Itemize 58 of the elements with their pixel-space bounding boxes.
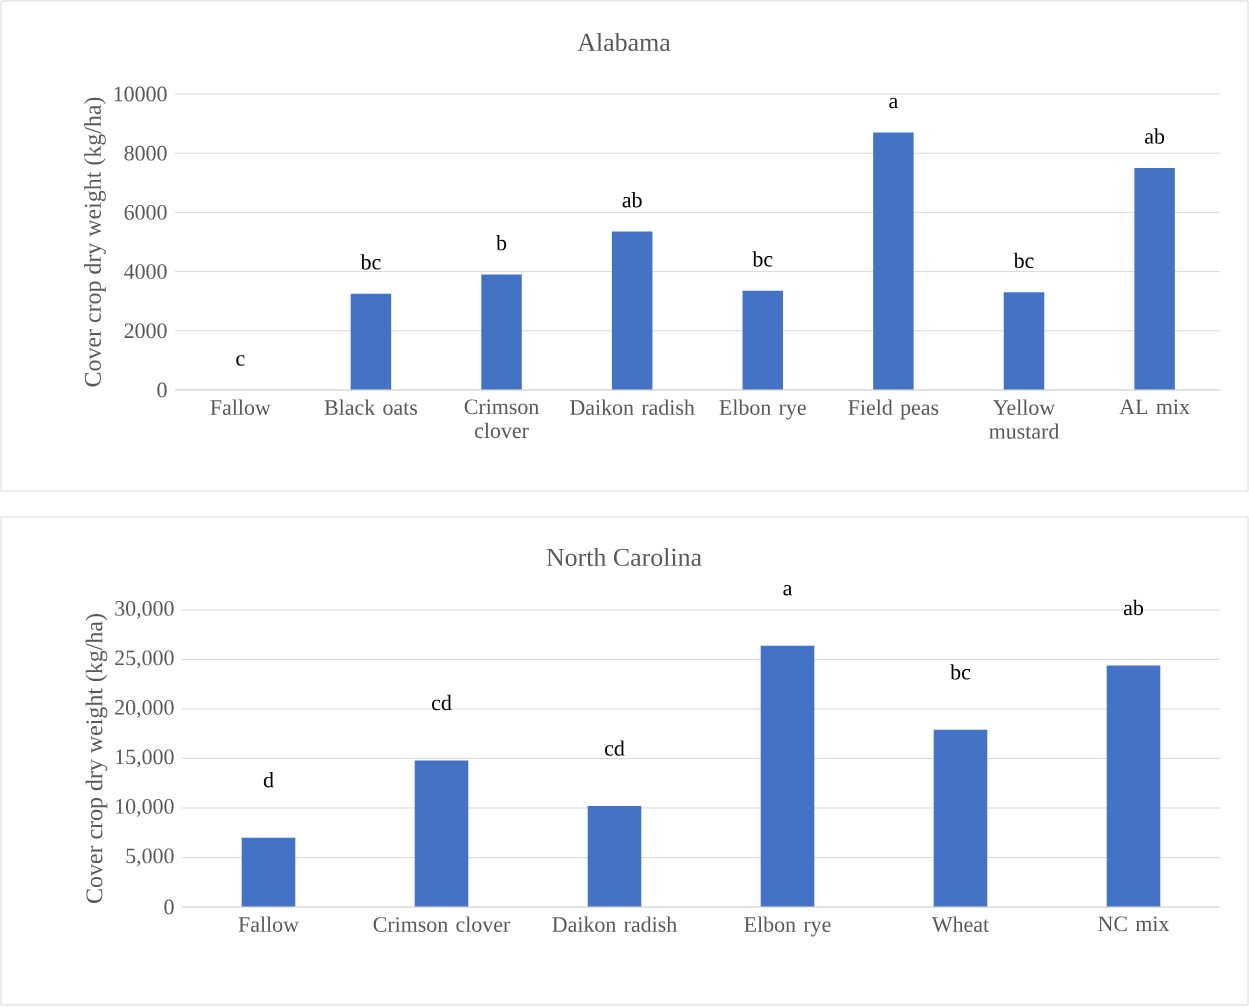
x-tick-label: NC mix [1098, 916, 1170, 932]
y-tick-label: 10,000 [116, 799, 174, 817]
y-axis-title: Cover crop dry weight (kg/ha) [84, 97, 106, 387]
annotation: a [889, 97, 898, 109]
bar [611, 231, 653, 390]
y-tick-label: 20,000 [115, 700, 174, 718]
y-tick-label: 5,000 [126, 848, 174, 867]
bar [414, 760, 469, 907]
y-tick-label: 10000 [114, 86, 167, 102]
bar [1106, 665, 1161, 907]
y-tick-label: 15,000 [116, 749, 174, 768]
bar [241, 837, 296, 907]
bar [1003, 292, 1045, 390]
x-tick-label: Field peas [848, 399, 939, 420]
bar [760, 645, 815, 907]
y-tick-label: 8000 [124, 145, 167, 161]
annotation: d [263, 772, 274, 788]
x-tick-label: Yellow mustard [989, 399, 1060, 439]
annotation: ab [1123, 599, 1144, 616]
x-tick-label: Black oats [324, 399, 418, 415]
bar [587, 806, 642, 907]
x-tick-label: Fallow [238, 916, 299, 932]
annotation: cd [604, 740, 625, 756]
annotation: bc [752, 251, 773, 267]
bar [873, 132, 914, 390]
x-tick-label: Crimson clover [373, 916, 511, 932]
x-tick-label: Wheat [931, 916, 989, 933]
x-tick-label: Elbon rye [744, 916, 831, 937]
annotation: ab [622, 192, 642, 208]
bar [742, 290, 784, 390]
annotation: cd [431, 694, 452, 711]
annotation: ab [1145, 128, 1165, 144]
bar [350, 293, 392, 390]
x-tick-label: Daikon radish [570, 399, 695, 415]
bar [481, 274, 522, 390]
y-tick-label: 0 [157, 382, 167, 398]
chart-title: North Carolina [546, 547, 702, 567]
x-tick-label: Fallow [210, 399, 271, 415]
x-tick-label: Crimson clover [464, 399, 539, 439]
y-tick-label: 25,000 [115, 650, 174, 669]
bar [933, 729, 988, 907]
chart-title: Alabama [577, 32, 671, 52]
y-tick-label: 30,000 [115, 601, 174, 619]
annotation: b [496, 234, 507, 251]
y-tick-label: 2000 [124, 323, 167, 339]
annotation: c [236, 355, 245, 366]
bar [1134, 167, 1175, 390]
x-tick-label: Elbon rye [719, 399, 806, 420]
annotation: a [783, 584, 793, 596]
annotation: bc [1013, 252, 1034, 269]
y-tick-label: 0 [164, 899, 174, 915]
x-tick-label: Daikon radish [552, 916, 677, 932]
y-tick-label: 6000 [124, 204, 167, 220]
annotation: bc [950, 664, 971, 680]
x-tick-label: AL mix [1119, 399, 1190, 415]
annotation: bc [360, 254, 381, 270]
y-tick-label: 4000 [124, 264, 167, 279]
y-axis-title: Cover crop dry weight (kg/ha) [85, 614, 108, 903]
